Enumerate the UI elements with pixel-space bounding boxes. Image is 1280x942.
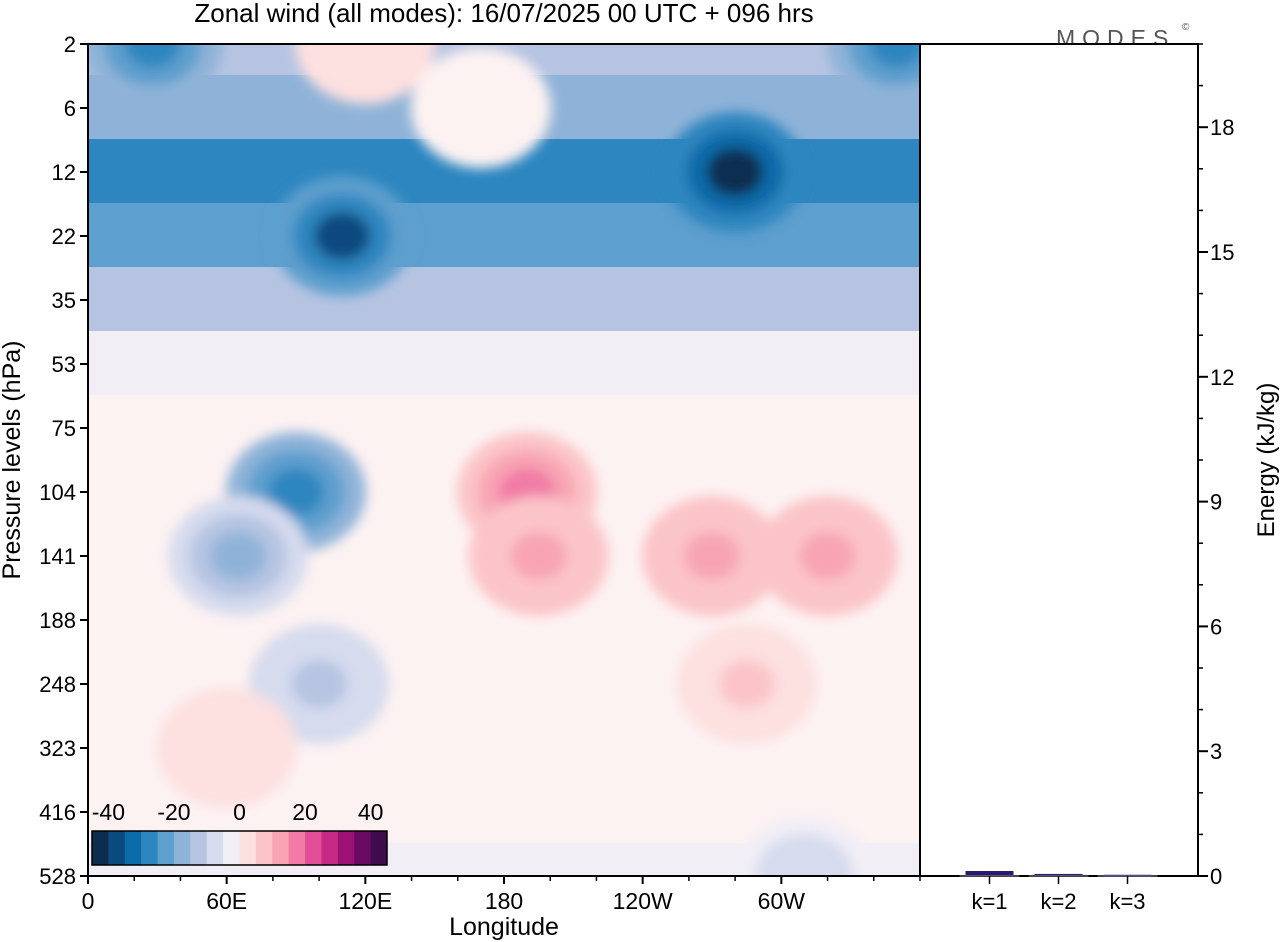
colorbar-swatch-15 [337,831,355,865]
wind-cell-14-2 [198,724,255,772]
colorbar-swatch-3 [141,831,159,865]
colorbar-swatch-14 [321,831,339,865]
x-tick-label-0: 0 [82,888,95,914]
y-tick-label-8: 141 [39,544,76,569]
logo-mark: © [1182,22,1190,33]
x-axis: 0 60E 120E 180 120W 60W [82,876,921,914]
y-tick-label-2: 12 [52,160,76,185]
y-tick-label-1: 6 [64,96,76,121]
colorbar-label-2: 0 [233,799,246,825]
wind-heatmap [88,44,920,876]
energy-panel [919,43,1199,877]
energy-tick-label-5: 15 [1210,240,1234,265]
y-tick-label-10: 248 [39,672,76,697]
colorbar-swatch-8 [223,831,240,865]
colorbar-swatch-7 [206,831,224,865]
wind-cell-4-2 [868,44,920,68]
chart-title: Zonal wind (all modes): 16/07/2025 00 UT… [194,0,813,28]
wind-cell-10-2 [684,532,740,580]
energy-category-label-2: k=2 [1040,889,1076,914]
colorbar-swatch-4 [157,831,175,865]
energy-category-label-3: k=3 [1109,889,1145,914]
colorbar-label-0: -40 [92,799,125,825]
wind-cell-13-2 [291,660,348,708]
wind-cell-6-2 [268,468,324,516]
wind-cell-1-2 [337,44,394,68]
y-tick-label-12: 416 [39,800,76,825]
colorbar-swatch-0 [92,831,109,865]
wind-cell-11-2 [799,532,856,580]
wind-band-53 [88,331,920,397]
energy-tick-label-1: 3 [1210,739,1222,764]
y-tick-label-6: 75 [52,416,76,441]
colorbar-swatch-13 [305,831,322,865]
wind-cell-12-2 [718,660,775,708]
wind-cell-0-2 [124,44,181,68]
colorbar-swatch-16 [354,831,372,865]
wind-band-35 [88,267,920,333]
x-tick-label-2: 120E [338,888,392,914]
y-tick-label-4: 35 [52,288,76,313]
wind-cell-2-2 [452,84,509,132]
wind-band-22 [88,203,920,269]
colorbar-label-3: 20 [292,799,318,825]
wind-cell-9-2 [510,532,567,580]
wind-cell-5-2 [314,212,371,260]
colorbar-label-4: 40 [358,799,384,825]
energy-bars: k=1 k=2 k=3 [959,871,1158,914]
x-tick-label-5: 60W [758,888,806,914]
energy-tick-label-2: 6 [1210,614,1222,639]
wind-cell-7-2 [210,532,267,580]
y-tick-label-9: 188 [39,608,76,633]
energy-axis-label: Energy (kJ/kg) [1253,383,1280,538]
colorbar-swatch-11 [272,831,290,865]
x-tick-label-4: 120W [613,888,673,914]
y-axis: 2 6 12 22 35 53 75 104 141 188 248 323 416 528 [39,32,88,889]
colorbar-swatch-9 [239,831,257,865]
energy-tick-label-4: 12 [1210,365,1234,390]
colorbar-swatch-1 [108,831,126,865]
colorbar-swatch-6 [190,831,208,865]
colorbar-swatch-10 [255,831,273,865]
colorbar-label-1: -20 [157,799,190,825]
y-tick-label-5: 53 [52,352,76,377]
colorbar-frame [91,830,388,866]
wind-anomalies [88,44,920,876]
energy-tick-label-3: 9 [1210,490,1222,515]
x-tick-label-1: 60E [206,888,247,914]
x-tick-label-3: 180 [485,888,523,914]
colorbar-legend: -40 -20 0 20 40 [91,799,388,866]
energy-axis: 0 3 6 9 12 15 18 [1198,43,1234,889]
wind-cell-3-2 [707,148,764,196]
energy-category-label-1: k=1 [971,889,1007,914]
energy-tick-label-0: 0 [1210,864,1222,889]
energy-bar-2 [1034,873,1083,876]
colorbar-swatch-2 [124,831,142,865]
wind-cell-15-2 [776,852,833,876]
x-axis-label: Longitude [449,913,559,941]
colorbar-swatch-17 [370,831,388,865]
y-tick-label-11: 323 [39,736,76,761]
energy-bar-1 [965,871,1014,876]
y-tick-label-0: 2 [64,32,76,57]
colorbar-swatch-5 [173,831,191,865]
y-tick-label-13: 528 [39,864,76,889]
y-axis-label: Pressure levels (hPa) [0,341,26,580]
colorbar-swatch-12 [288,831,306,865]
energy-tick-label-6: 18 [1210,115,1234,140]
y-tick-label-3: 22 [52,224,76,249]
y-tick-label-7: 104 [39,480,76,505]
